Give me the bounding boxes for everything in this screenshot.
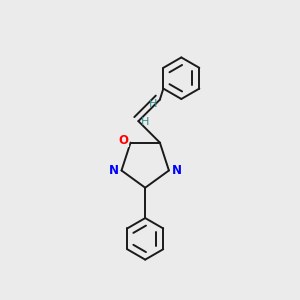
Text: O: O — [118, 134, 128, 147]
Text: H: H — [148, 99, 157, 109]
Text: N: N — [172, 164, 182, 177]
Text: H: H — [141, 117, 150, 128]
Text: N: N — [109, 164, 118, 177]
